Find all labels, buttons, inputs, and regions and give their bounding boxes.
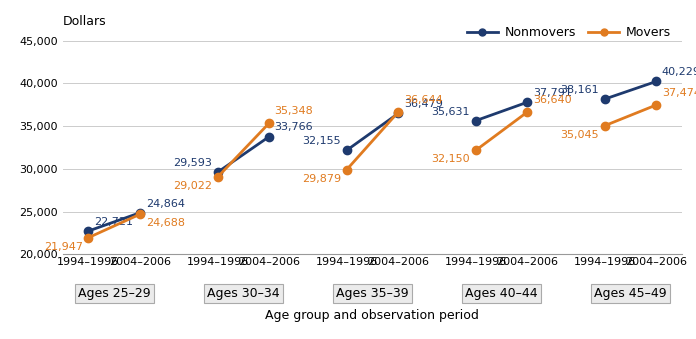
Text: 35,348: 35,348 — [275, 106, 313, 116]
Text: 36,479: 36,479 — [404, 99, 443, 109]
Text: 37,791: 37,791 — [532, 88, 571, 98]
Text: Dollars: Dollars — [63, 15, 106, 28]
Text: 32,150: 32,150 — [432, 154, 470, 164]
Text: 24,688: 24,688 — [145, 218, 184, 228]
Text: 35,631: 35,631 — [432, 106, 470, 117]
Text: 40,229: 40,229 — [662, 67, 696, 77]
Text: 21,947: 21,947 — [44, 241, 83, 252]
X-axis label: Age group and observation period: Age group and observation period — [265, 309, 480, 322]
Text: 24,864: 24,864 — [145, 199, 184, 208]
Text: 36,640: 36,640 — [532, 95, 571, 105]
Text: 32,155: 32,155 — [302, 136, 341, 146]
Text: 35,045: 35,045 — [560, 129, 599, 140]
Text: Ages 45–49: Ages 45–49 — [594, 287, 667, 300]
Text: Ages 40–44: Ages 40–44 — [465, 287, 538, 300]
Text: 29,022: 29,022 — [173, 181, 212, 191]
Text: 33,766: 33,766 — [275, 122, 313, 133]
Text: 37,474: 37,474 — [662, 88, 696, 98]
Legend: Nonmovers, Movers: Nonmovers, Movers — [462, 21, 676, 44]
Text: Ages 35–39: Ages 35–39 — [336, 287, 409, 300]
Text: 29,593: 29,593 — [173, 158, 212, 168]
Text: Ages 25–29: Ages 25–29 — [78, 287, 150, 300]
Text: 29,879: 29,879 — [302, 174, 341, 184]
Text: Ages 30–34: Ages 30–34 — [207, 287, 280, 300]
Text: 36,644: 36,644 — [404, 95, 443, 105]
Text: 22,721: 22,721 — [94, 217, 133, 227]
Text: 38,161: 38,161 — [560, 85, 599, 95]
